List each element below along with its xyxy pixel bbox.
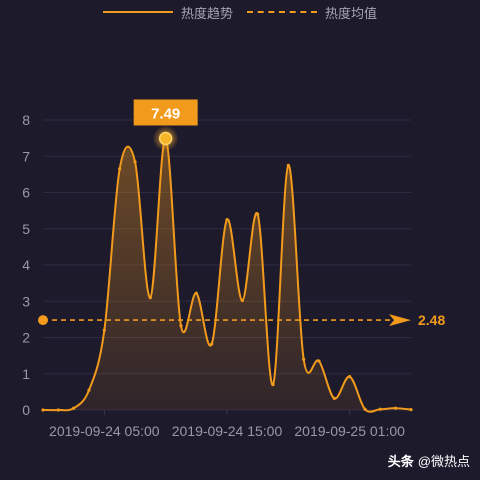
peak-dot (158, 131, 173, 146)
data-point (302, 357, 306, 361)
data-point (87, 388, 91, 392)
data-point (133, 160, 137, 164)
x-tick-label: 2019-09-25 01:00 (294, 423, 405, 439)
y-tick-label: 5 (22, 221, 30, 237)
legend-item-trend[interactable]: 热度趋势 (102, 3, 233, 22)
data-point (363, 407, 367, 411)
data-point (210, 342, 214, 346)
data-point (148, 296, 152, 300)
x-tick-label: 2019-09-24 15:00 (172, 423, 283, 439)
data-point (348, 375, 352, 379)
data-point (118, 167, 122, 171)
data-point (394, 406, 398, 410)
peak-label-box (133, 99, 198, 126)
watermark: 头条 @微热点 (388, 451, 470, 470)
y-tick-label: 8 (22, 112, 30, 128)
y-tick-label: 0 (22, 402, 30, 418)
data-point (56, 408, 60, 412)
y-tick-label: 4 (22, 257, 30, 273)
data-point (378, 407, 382, 411)
legend-swatch-solid (102, 11, 173, 13)
legend-swatch-dashed (247, 11, 317, 13)
y-tick-label: 7 (22, 148, 30, 164)
data-point (179, 324, 183, 328)
chart-legend: 热度趋势 热度均值 (0, 2, 480, 22)
legend-label-average: 热度均值 (325, 5, 378, 21)
x-tick-label: 2019-09-24 05:00 (49, 423, 160, 439)
data-point (256, 212, 260, 216)
average-arrow (389, 314, 411, 327)
data-point (194, 291, 198, 295)
average-line: 2.48 (38, 312, 445, 328)
data-point (332, 396, 336, 400)
peak-marker: 7.49 (133, 99, 198, 152)
watermark-brand: 头条 (387, 454, 414, 469)
legend-item-average[interactable]: 热度均值 (247, 3, 377, 22)
x-axis-ticks: 2019-09-24 05:00 2019-09-24 15:00 2019-09-… (49, 410, 405, 439)
data-point (41, 408, 45, 412)
peak-value-label: 7.49 (151, 105, 180, 122)
data-point (271, 383, 275, 387)
data-point (102, 328, 106, 332)
series-area (43, 138, 411, 412)
data-point (409, 408, 413, 412)
data-point (72, 406, 76, 410)
y-tick-label: 6 (22, 185, 30, 201)
legend-label-trend: 热度趋势 (180, 5, 233, 21)
data-point (225, 218, 229, 222)
watermark-handle: @微热点 (417, 454, 470, 469)
y-tick-label: 2 (22, 330, 30, 346)
data-point (317, 359, 321, 363)
data-point (240, 298, 244, 303)
y-tick-label: 3 (22, 293, 30, 309)
y-axis-ticks: 0 1 2 3 4 5 6 7 8 (22, 112, 30, 418)
data-point (286, 163, 290, 167)
y-tick-label: 1 (22, 366, 30, 382)
series-heat-trend (41, 136, 413, 413)
average-start-dot (38, 315, 48, 326)
average-value-label: 2.48 (418, 312, 445, 328)
